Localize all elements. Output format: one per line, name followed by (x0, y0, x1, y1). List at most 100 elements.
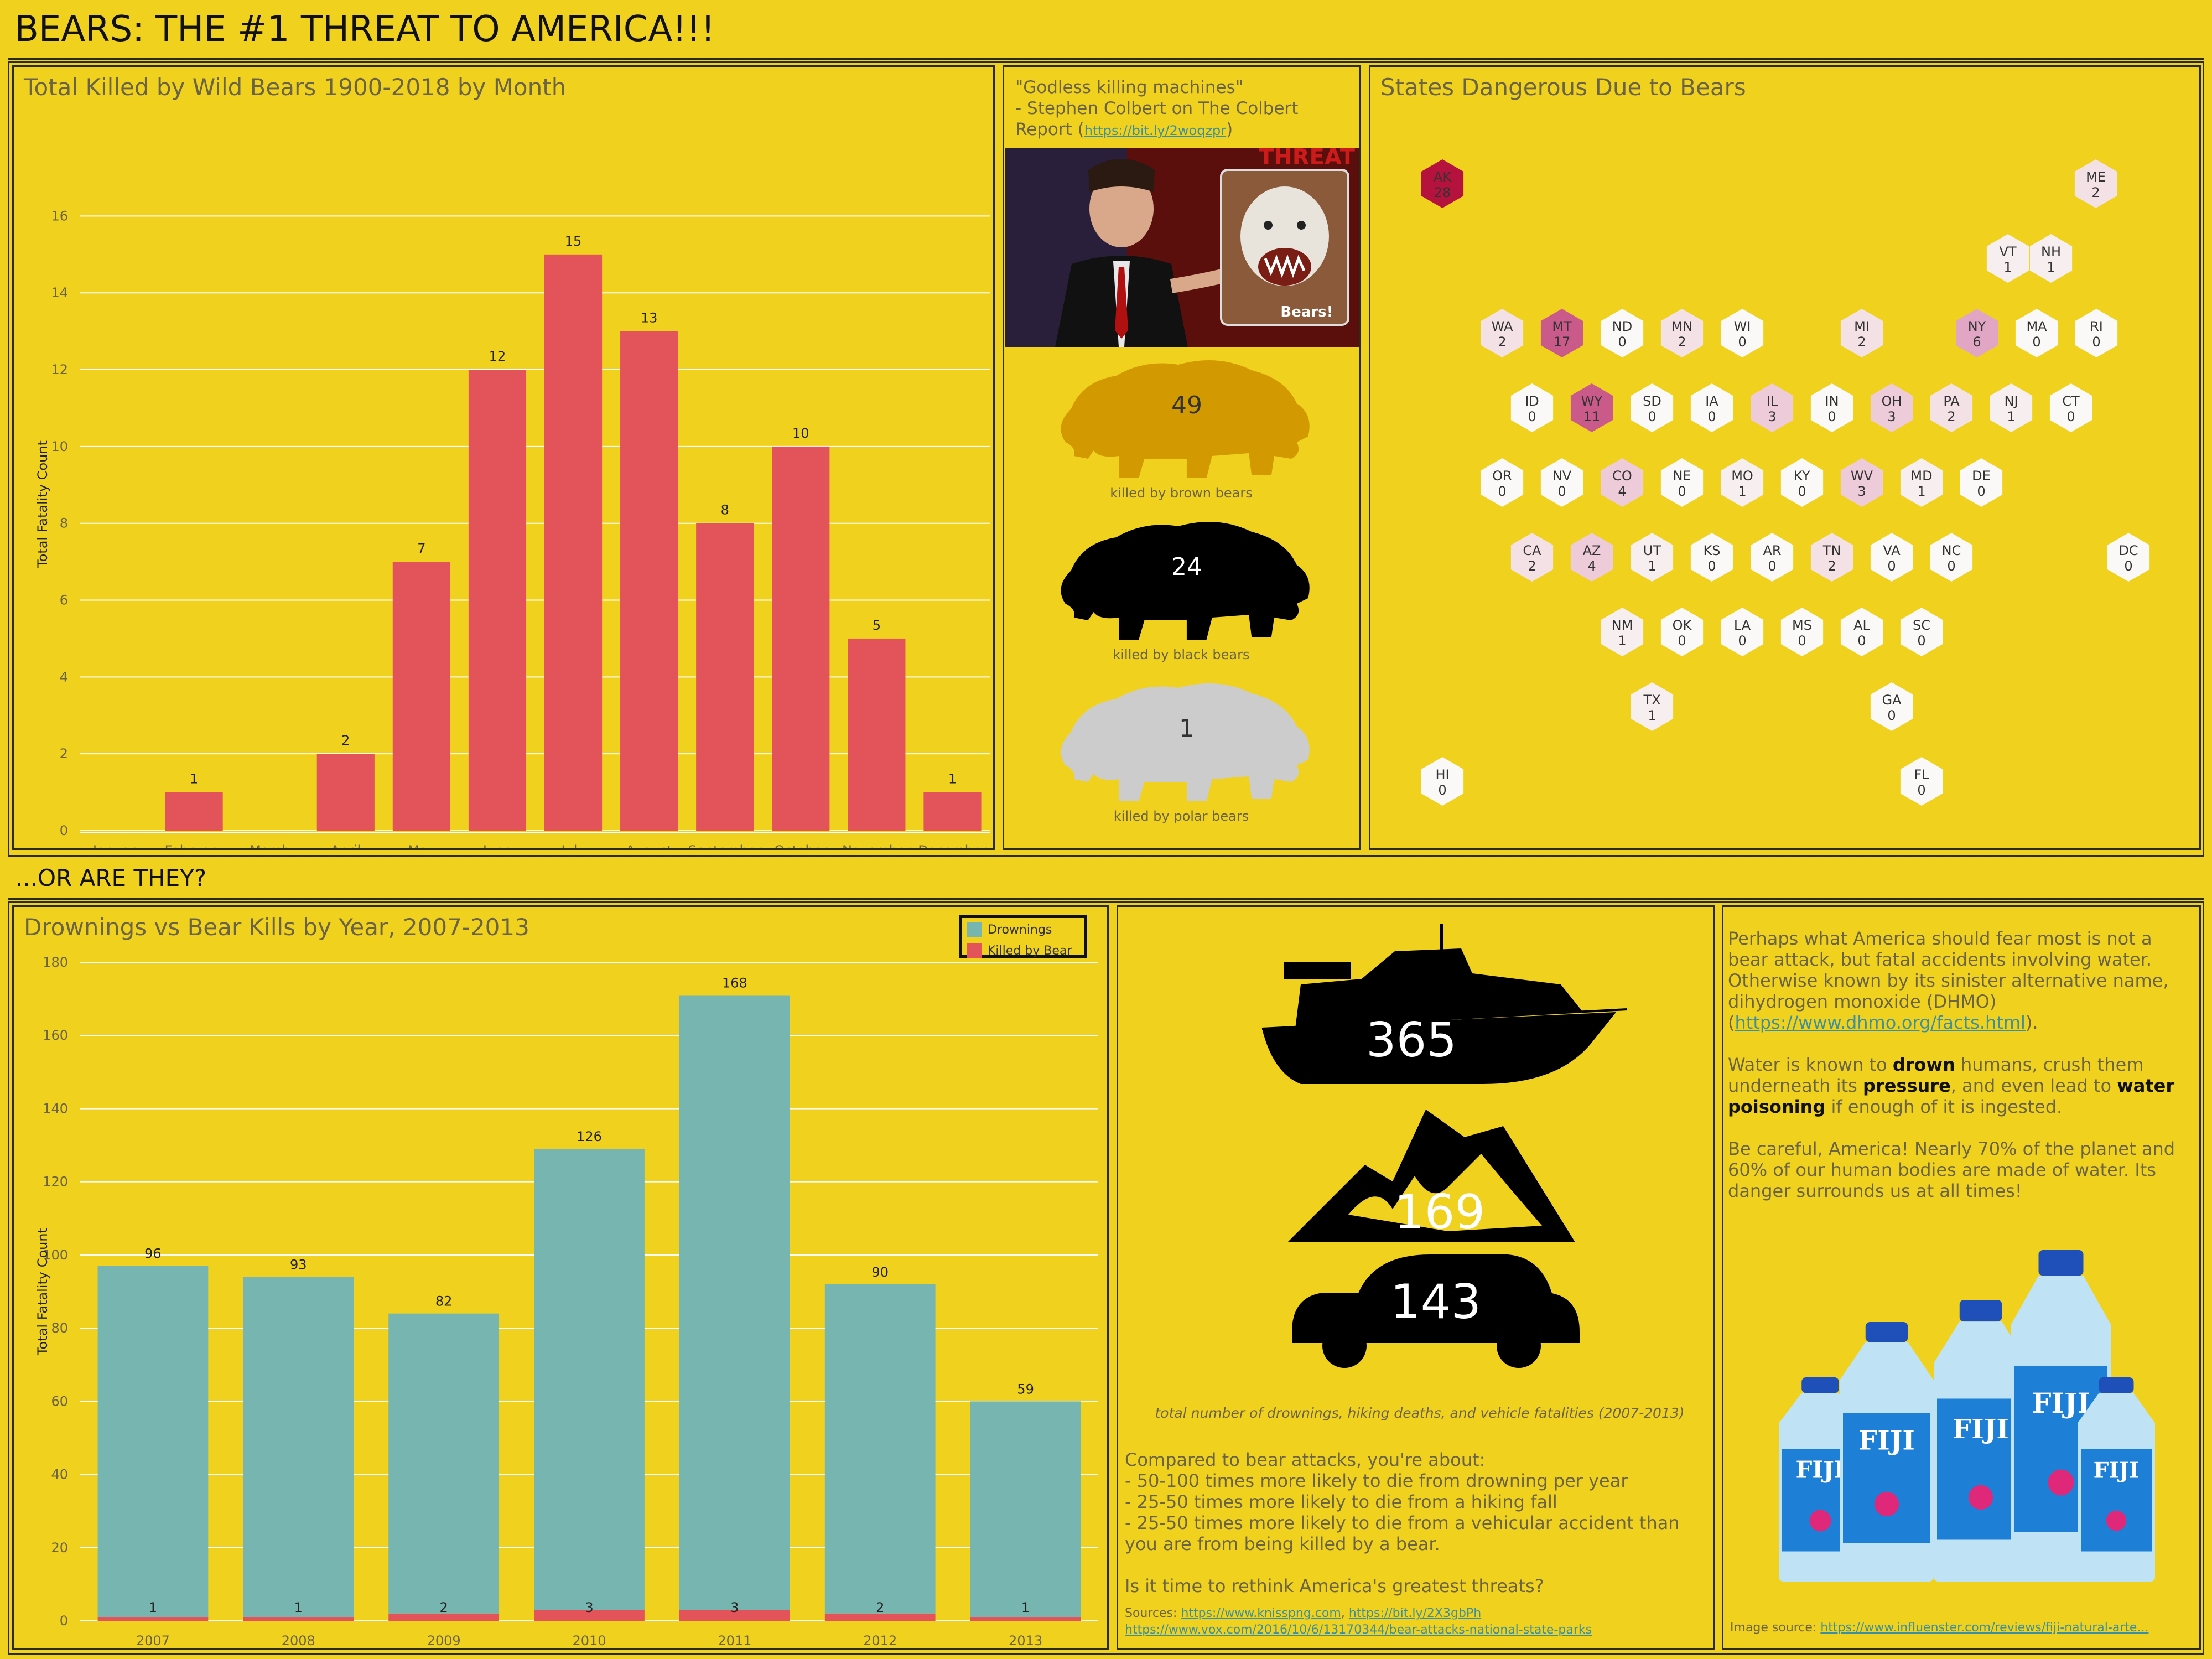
bar-bear-2011 (679, 1610, 790, 1621)
y-tick-label: 0 (60, 1613, 68, 1629)
fiji-bottle-1: FIJI (1840, 1322, 1934, 1582)
bottle-cap (1865, 1322, 1908, 1342)
x-tick-label: August (626, 843, 672, 848)
state-hex (1631, 682, 1674, 731)
state-az: AZ4 (1570, 533, 1613, 582)
bottom-section-frame (8, 901, 2204, 1655)
compare-item-vehicle: - 25-50 times more likely to die from a … (1125, 1512, 1680, 1533)
state-hex (2015, 309, 2058, 357)
quote-link[interactable]: https://bit.ly/2woqzpr (1084, 123, 1227, 138)
source-link-vox[interactable]: https://www.vox.com/2016/10/6/13170344/b… (1125, 1623, 1592, 1637)
top-section-frame (8, 61, 2204, 857)
y-axis-label: Total Fatality Count (35, 440, 50, 568)
x-tick-label: March (250, 843, 290, 848)
image-source-link[interactable]: https://www.influenster.com/reviews/fiji… (1820, 1621, 2149, 1635)
bar-june (468, 370, 527, 831)
state-hex (2029, 234, 2073, 283)
sources-separator: , (1341, 1606, 1349, 1620)
quote-line-3: Report (https://bit.ly/2woqzpr) (1015, 119, 1347, 141)
state-al: AL0 (1840, 608, 1883, 656)
state-count: 0 (1857, 633, 1866, 649)
state-count: 0 (2124, 558, 2132, 574)
bear-body (1061, 522, 1310, 640)
state-code: NE (1673, 468, 1691, 484)
data-label-bear: 1 (294, 1600, 303, 1615)
state-count: 0 (1438, 782, 1446, 798)
data-label: 12 (489, 349, 506, 364)
state-hex (1660, 608, 1704, 656)
mountain-count: 169 (1394, 1185, 1485, 1240)
state-hex (1721, 458, 1764, 507)
state-hex (1631, 533, 1674, 582)
source-link-bitly[interactable]: https://bit.ly/2X3gbPh (1348, 1606, 1482, 1620)
state-hex (1660, 309, 1704, 357)
state-count: 1 (1917, 484, 1925, 499)
water-p2-poisoning: water poisoning (1728, 1075, 2175, 1117)
colbert-quote: "Godless killing machines" - Stephen Col… (1015, 77, 1347, 141)
state-hex (1810, 533, 1853, 582)
bear-caption: killed by brown bears (1110, 485, 1253, 501)
bear-silhouette-icon: 49 (1061, 360, 1310, 478)
bar-drownings-2009 (388, 1313, 500, 1614)
quote-line-1: "Godless killing machines" (1015, 77, 1243, 97)
y-tick-label: 180 (43, 955, 68, 970)
bear-caption: killed by black bears (1113, 647, 1250, 662)
state-count: 1 (2047, 260, 2055, 275)
bottle-cap (1801, 1377, 1839, 1393)
water-paragraph-2: Water is known to drown humans, crush th… (1728, 1054, 2193, 1117)
state-code: IL (1767, 393, 1778, 409)
bottle-brand-text: FIJI (2032, 1387, 2090, 1419)
x-tick-label: 2007 (136, 1633, 170, 1648)
state-ky: KY0 (1780, 458, 1824, 507)
car-silhouette-icon: 143 (1292, 1254, 1580, 1368)
state-hex (1631, 383, 1674, 432)
states-panel-title: States Dangerous Due to Bears (1380, 74, 1746, 101)
bar-february (165, 792, 223, 831)
image-caption-text: Bears! (1280, 304, 1333, 320)
data-label: 8 (721, 502, 729, 518)
state-ne: NE0 (1660, 458, 1704, 507)
y-tick-label: 40 (51, 1467, 68, 1482)
data-label-bear: 2 (876, 1600, 884, 1615)
bar-august (620, 331, 678, 831)
x-tick-label: 2013 (1009, 1633, 1042, 1648)
state-tn: TN2 (1810, 533, 1853, 582)
legend-swatch-drownings (967, 922, 982, 937)
legend-swatch-bear (967, 943, 982, 958)
state-count: 0 (1707, 409, 1716, 424)
threats-caption: total number of drownings, hiking deaths… (1155, 1405, 1685, 1421)
bear-caption: killed by polar bears (1113, 808, 1249, 824)
state-hex (1960, 458, 2003, 507)
bar-september (696, 523, 754, 831)
state-hex (1840, 608, 1883, 656)
compare-item-hiking: - 25-50 times more likely to die from a … (1125, 1491, 1557, 1512)
state-hex (1540, 458, 1583, 507)
state-count: 28 (1434, 185, 1451, 200)
state-code: DC (2118, 543, 2138, 558)
y-axis-label: Total Fatality Count (35, 1228, 50, 1356)
state-count: 0 (1887, 558, 1896, 574)
data-label: 5 (873, 618, 881, 633)
source-link-knisspng[interactable]: https://www.knisspng.com (1181, 1606, 1341, 1620)
state-hex (1721, 608, 1764, 656)
state-count: 0 (2092, 334, 2100, 350)
state-hex (1986, 234, 2029, 283)
bar-bear-2009 (388, 1613, 500, 1621)
bottle-cap (2099, 1377, 2134, 1393)
state-dc: DC0 (2107, 533, 2150, 582)
legend-item-bear: Killed by Bear (962, 940, 1084, 961)
state-hex (1751, 383, 1794, 432)
dhmo-link[interactable]: https://www.dhmo.org/facts.html (1735, 1012, 2026, 1033)
state-hex (1900, 608, 1943, 656)
state-hex (2049, 383, 2092, 432)
state-wv: WV3 (1840, 458, 1883, 507)
state-wa: WA2 (1481, 309, 1524, 357)
state-hex (1421, 757, 1464, 806)
bottle-label (2081, 1449, 2152, 1552)
bar-may (392, 562, 450, 831)
state-code: CT (2062, 393, 2080, 409)
water-p2-e: , and even lead to (1950, 1075, 2117, 1096)
state-count: 0 (2066, 409, 2075, 424)
state-count: 17 (1554, 334, 1571, 350)
colbert-image: THREAT Bears! (1005, 148, 1359, 347)
